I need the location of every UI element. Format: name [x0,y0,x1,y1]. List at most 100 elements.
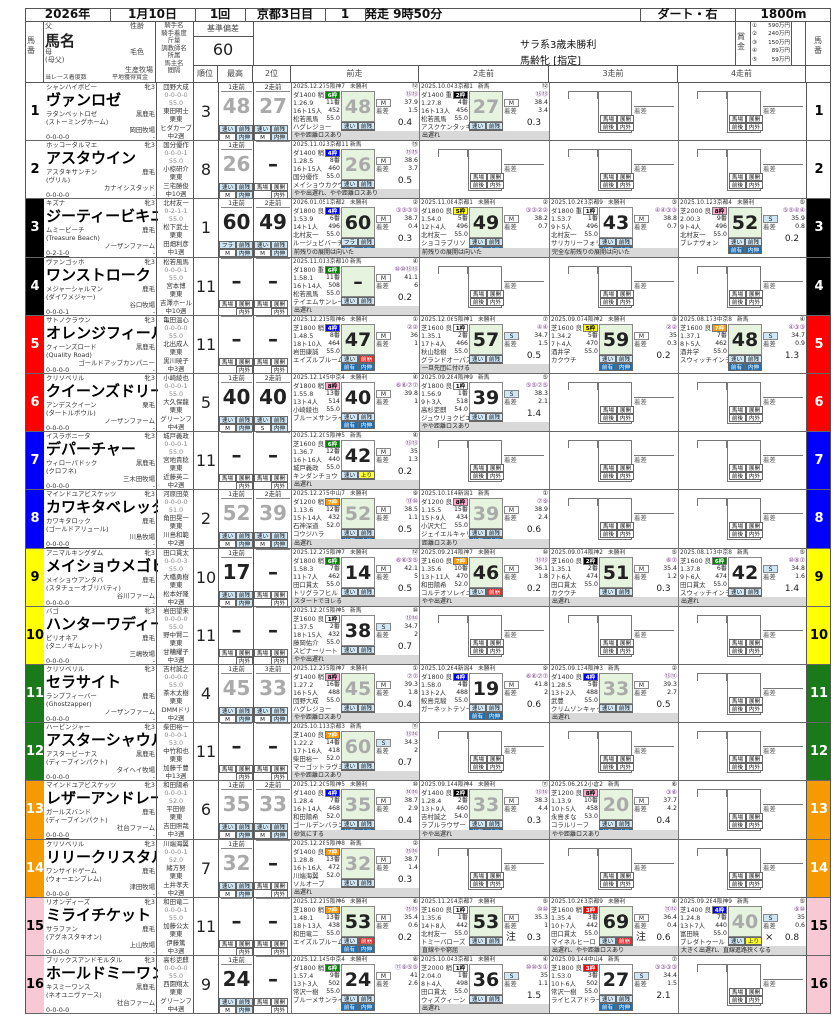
jockey[interactable]: 川端海翼 [163,839,189,848]
past-race-2[interactable]: 着差 馬場 展開 前後 内外 [419,606,549,664]
horse-name[interactable]: セラサイト [46,673,122,691]
past-race-3[interactable]: 着差 馬場 展開 前後 内外 [549,490,678,548]
past-race-4[interactable]: 着差 馬場 展開 前後 内外 [678,781,806,839]
jockey[interactable]: 田口貫太 [163,548,189,557]
past-race-3[interactable]: 着差 馬場 展開 前後 内外 [549,141,678,199]
jockey[interactable]: 小崎綾也 [163,374,189,382]
past-race-1[interactable]: 2026.01.05 1京都2 未勝利 ② ダ1800 良 4枠 1.53.9 6番 14ト1人… [291,199,419,257]
jockey[interactable]: 河原田菜 [163,490,189,499]
past-race-1[interactable]: 2025.12.28 5阪神8 新馬 ② ダ1400 良 7枠 1.28.8 13番 16ト16… [291,839,419,897]
past-race-1[interactable]: 2025.12.14 5中京4 未勝利 ④ ダ1800 稍 8枠 1.55.8 13番 13ト4… [291,374,419,432]
trainer[interactable]: 加藤公太 [163,921,189,930]
trainer[interactable]: 大久保龍 [163,398,189,406]
horse-name[interactable]: デパーチャー [46,440,136,459]
jockey[interactable]: 北村友一 [163,199,189,208]
past-race-1[interactable]: 2025.12.21 5阪神6 未勝利 ⑥ 芝1800 稍 7枠 1.48.1 13番 18ト1… [291,897,419,955]
past-race-3[interactable]: 着差 馬場 展開 前後 内外 [549,83,678,141]
trainer[interactable]: 北出成人 [163,339,189,348]
past-race-4[interactable]: 着差 馬場 展開 前後 内外 [678,839,806,897]
jockey[interactable]: 亀田温心 [163,315,189,324]
jockey[interactable]: 高杉吏麒 [163,956,189,964]
past-race-3[interactable]: 2025.09.14 4中山4 新馬 ⑦ 芝1800 良 3枠 1.53.0 3番 10ト6人 5… [549,956,678,1014]
trainer[interactable]: 宮本博 [166,281,186,290]
past-race-2[interactable]: 2025.11.08 4京都1 未勝利 ② ダ1800 良 5枠 1.54.0 5番 12ト4人… [419,199,549,257]
trainer[interactable]: 中竹和也 [163,747,189,756]
past-race-3[interactable]: 2025.09.13 4阪神3 新馬 ② ダ1400 良 4枠 1.28.5 5番 13ト2人 4… [549,665,678,723]
past-race-2[interactable]: 2025.09.14 4阪神4 未勝利 ⑪ ダ1400 良 2枠 1.28.4 2番 13ト9人… [419,781,549,839]
past-race-3[interactable]: 2025.09.07 4阪神2 未勝利 ⑤ 芝1600 良 2枠 1.35.1 2番 7ト6人 4… [549,548,678,606]
horse-name[interactable]: ワンストローク [46,265,151,284]
past-race-3[interactable]: 2025.10.26 3京都9 未勝利 ④ 芝1600 稍 3枠 1.35.4 3番 10ト7人… [549,897,678,955]
past-race-2[interactable]: 2025.10.18 4新潟1 新馬 ① ダ1200 良 8枠 1.15.5 15番 15ト9人… [419,490,549,548]
jockey[interactable]: 柴田裕一 [163,723,189,732]
past-race-2[interactable]: 着差 馬場 展開 前後 内外 [419,723,549,781]
past-race-3[interactable]: 着差 馬場 展開 前後 内外 [549,606,678,664]
past-race-1[interactable]: 2025.12.27 5阪神7 未勝利 ⑫ ダ1800 稍 6枠 1.58.3 7番 11ト7人… [291,548,419,606]
past-race-4[interactable]: 着差 馬場 展開 前後 内外 [678,257,806,315]
past-race-4[interactable]: 着差 馬場 展開 前後 内外 [678,665,806,723]
past-race-2[interactable]: 2025.12.06 5阪神1 未勝利 ⑦ 芝1600 良 1枠 1.35.1 2番 17ト4人… [419,315,549,373]
past-race-4[interactable]: 着差 馬場 展開 前後 内外 [678,374,806,432]
past-race-4[interactable]: 着差 馬場 展開 前後 内外 [678,956,806,1014]
past-race-1[interactable]: 2025.12.27 5阪神7 未勝利 ① ダ1400 稍 8枠 1.27.2 16番 16ト5… [291,665,419,723]
past-race-4[interactable]: 着差 馬場 展開 前後 内外 [678,83,806,141]
trainer[interactable]: 小椋研介 [163,165,189,174]
past-race-1[interactable]: 2025.12.20 5阪神5 未勝利 ⑩ ダ1400 良 4枠 1.28.4 7番 16ト14… [291,781,419,839]
horse-name[interactable]: ミライチケット [46,905,152,924]
horse-name[interactable]: レザーアンドレース [46,789,158,808]
jockey[interactable]: 松若風馬 [163,257,189,266]
jockey[interactable]: 岩田望来 [163,606,189,615]
past-race-1[interactable]: 2025.12.21 5阪神6 未勝利 ① 芝1800 稍 4枠 1.48.5 8番 18ト10… [291,315,419,373]
past-race-4[interactable]: 着差 馬場 展開 前後 内外 [678,490,806,548]
past-race-1[interactable]: 2025.12.14 5中京4 未勝利 ⑧ ダ1800 稍 6枠 1.57.4 9番 13ト3人… [291,956,419,1014]
past-race-2[interactable]: 着差 馬場 展開 前後 内外 [419,432,549,490]
jockey[interactable]: 吉村誠之 [163,665,189,673]
past-race-3[interactable]: 着差 馬場 展開 前後 内外 [549,723,678,781]
past-race-4[interactable]: 2025.08.17 3中京8 新馬 ④ 芝1600 良 7枠 1.37.1 7番 8ト5人 46… [678,315,806,373]
jockey[interactable]: 和田竜二 [163,897,189,906]
past-race-4[interactable]: 着差 馬場 展開 前後 内外 [678,723,806,781]
trainer[interactable]: 宮地貴稔 [163,456,189,465]
horse-name[interactable]: ヴァンロゼ [46,91,122,109]
past-race-1[interactable]: 2025.12.27 5中山7 未勝利 ⑨ ダ1200 稍 7枠 1.13.6 12番 15ト1… [291,490,419,548]
past-race-2[interactable]: 2025.09.28 4阪神9 新馬 ⑤ ダ1800 良 1枠 1.56.9 1番 9ト3人 51… [419,374,549,432]
past-race-3[interactable]: 着差 馬場 展開 前後 内外 [549,257,678,315]
horse-name[interactable]: メイショウメゴヒメ [46,556,158,575]
horse-name[interactable]: クイーンズドリーム [46,382,158,400]
past-race-4[interactable]: 2025.09.28 4阪神9 新馬 ⑤ 芝1400 良 4枠 1.24.8 7番 13ト7人 4… [678,897,806,955]
past-race-4[interactable]: 着差 馬場 展開 前後 内外 [678,432,806,490]
horse-name[interactable]: オレンジフィールド [46,323,158,342]
horse-name[interactable]: ジーティービキニ [46,207,158,226]
trainer[interactable]: 東田明士 [163,107,189,115]
past-race-1[interactable]: 2025.10.11 3京都3 新馬 ⑪ 芝1400 良 7枠 1.22.2 14番 17ト16… [291,723,419,781]
past-race-2[interactable]: 2025.11.29 4京都7 未勝利 ⑤ 芝1600 良 1枠 1.35.6 1番 14ト8人… [419,897,549,955]
horse-name[interactable]: アスタウイン [46,149,137,168]
past-race-3[interactable]: 2025.09.07 4阪神2 未勝利 ③ 芝1600 良 5枠 1.34.2 5番 7ト4人 4… [549,315,678,373]
horse-name[interactable]: リリークリスタル [46,847,158,866]
trainer[interactable]: 松下武士 [163,223,189,232]
past-race-4[interactable]: 着差 馬場 展開 前後 内外 [678,141,806,199]
past-race-1[interactable]: 2025.11.01 3京都10 新馬 ④ ダ1800 重 6枠 1.58.1 11番 16ト1… [291,257,419,315]
trainer[interactable]: 野中賢二 [163,630,189,639]
horse-name[interactable]: ホールドミーワンス [46,964,158,982]
past-race-4[interactable]: 着差 馬場 展開 前後 内外 [678,606,806,664]
horse-name[interactable]: アスターシャウルス [46,731,158,750]
trainer[interactable]: 緒方努 [166,863,186,872]
trainer[interactable]: 大橋勇樹 [163,572,189,581]
jockey[interactable]: 団野大成 [163,83,189,91]
past-race-2[interactable]: 着差 馬場 展開 前後 内外 [419,839,549,897]
trainer[interactable]: 角田晃一 [163,514,189,523]
past-race-1[interactable]: 2025.12.20 5阪神5 新馬 ⑩ 芝1600 良 1枠 1.37.5 2番 18ト15人… [291,606,419,664]
past-race-2[interactable]: 2025.10.04 3京都1 未勝利 ④ 芝2000 稍 1枠 2.04.0 1番 8ト4人 4… [419,956,549,1014]
past-race-3[interactable]: 2025.06.29 2小倉2 新馬 ⑥ 芝1200 良 8枠 1.13.9 10番 10ト5人… [549,781,678,839]
trainer[interactable]: 平田修 [166,805,186,814]
past-race-1[interactable]: 2025.11.02 3京都11 新馬 ⑮ ダ1400 稍 4枠 1.28.5 8番 16ト15… [291,141,419,199]
past-race-2[interactable]: 2025.09.21 4阪神7 未勝利 ⑩ 芝1600 良 7枠 1.35.6 10番 13ト1… [419,548,549,606]
past-race-2[interactable]: 着差 馬場 展開 前後 内外 [419,257,549,315]
past-race-3[interactable]: 着差 馬場 展開 前後 内外 [549,839,678,897]
past-race-2[interactable]: 2025.10.04 3京都1 新馬 ⑫ ダ1400 重 2枠 1.27.8 4番 16ト13人… [419,83,549,141]
trainer[interactable]: 西園翔太 [163,980,189,988]
past-race-3[interactable]: 着差 馬場 展開 前後 内外 [549,432,678,490]
jockey[interactable]: 和田陽希 [163,781,189,790]
horse-name[interactable]: ハンターワディー [46,614,158,633]
